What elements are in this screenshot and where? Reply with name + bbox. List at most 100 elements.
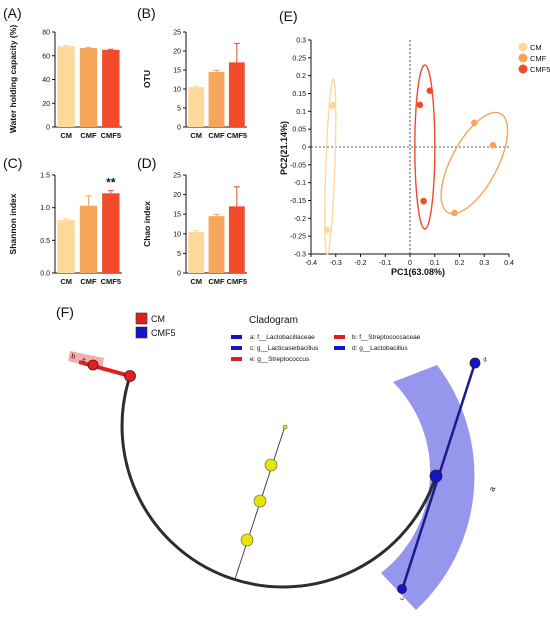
taxa-label-c: c: g__Lacticaseibacillus (250, 345, 319, 352)
panel-label-d: (D) (137, 155, 156, 171)
bar-cmf (208, 71, 225, 127)
y-tick-label: 0 (302, 145, 306, 152)
y-tick-label: 20 (173, 192, 181, 199)
taxa-swatch-a (231, 335, 242, 339)
bar-cmf (208, 216, 225, 273)
y-tick-label: 0 (177, 125, 181, 132)
point-cm (329, 101, 337, 109)
point-cmf (471, 119, 478, 127)
x-tick-label: 0.1 (430, 260, 440, 267)
y-tick-label: 1.5 (40, 173, 50, 180)
taxa-swatch-e (231, 357, 242, 361)
y-tick-label: 40 (42, 77, 50, 84)
x-tick-label: CM (190, 131, 202, 140)
bar-chart-otu: 0 5 10 15 20 25 OTU CM CMF CMF5 (142, 30, 247, 141)
legend-marker-cm (518, 42, 528, 52)
panel-label-a: (A) (3, 5, 22, 21)
panel-label-b: (B) (137, 5, 156, 21)
legend-marker-cmf (518, 53, 528, 63)
bar-chart-chao: 0 5 10 15 20 25 Chao index CM CMF CMF5 (142, 173, 247, 287)
legend-swatch-cmf5 (135, 326, 148, 339)
y-axis-label: Chao index (142, 201, 152, 247)
sector-letter-d: d (483, 357, 488, 364)
x-tick-label: -0.1 (379, 260, 391, 267)
bar-cmf5 (228, 206, 245, 273)
point-cmf (451, 209, 458, 217)
point-cmf5 (420, 197, 427, 205)
y-tick-label: 1.0 (40, 205, 50, 212)
legend-label-cm: CM (530, 43, 542, 52)
x-tick-label: CM (60, 277, 72, 286)
node-yellow-1 (264, 458, 278, 472)
y-tick-label: 15 (173, 68, 181, 75)
sector-letter-b: b (71, 353, 76, 361)
point-cm (323, 226, 331, 234)
x-tick-label: CMF5 (227, 131, 247, 140)
y-tick-label: 60 (42, 53, 50, 60)
bar-cmf5 (102, 49, 120, 127)
sector-letter-c: c (400, 597, 406, 601)
legend-label-cmf5: CMF5 (530, 65, 550, 74)
node-streptococcus (87, 359, 99, 371)
bar-cmf5 (102, 193, 120, 273)
taxa-swatch-c (231, 346, 242, 350)
y-tick-label: 0.1 (296, 109, 306, 116)
y-tick-label: 0.15 (292, 91, 306, 98)
y-tick-label: 5 (177, 106, 181, 113)
bar-chart-shannon: 0.0 0.5 1.0 1.5 Shannon index CM CMF CMF5 ** (8, 173, 122, 286)
confidence-ellipse-cmf5 (414, 64, 436, 230)
bar-chart-water-holding: 0 20 40 60 80 Water holding capacity (%) CM CMF… (8, 25, 122, 140)
node-lactobacillus (469, 357, 481, 369)
y-axis-label: PC2(21.14%) (279, 121, 289, 175)
legend-label-cmf: CMF (530, 54, 547, 63)
point-cmf5 (426, 87, 434, 94)
y-tick-label: 20 (42, 101, 50, 108)
x-tick-label: -0.3 (330, 260, 342, 267)
x-tick-label: 0.3 (479, 260, 489, 267)
panel-label-e: (E) (279, 8, 298, 24)
x-tick-label: -0.4 (305, 260, 317, 267)
legend-swatch-cm (135, 312, 148, 325)
x-tick-label: 0.2 (455, 260, 465, 267)
node-yellow-3 (240, 533, 254, 547)
y-tick-label: 25 (173, 173, 181, 180)
confidence-ellipse-cmf (440, 111, 509, 215)
bar-cmf (79, 205, 98, 273)
y-tick-label: -0.2 (294, 216, 306, 223)
cmf5-clade-sector (381, 365, 475, 610)
y-tick-label: -0.1 (294, 180, 306, 187)
y-tick-label: 0.2 (296, 73, 306, 80)
panel-label-f: (F) (56, 304, 74, 320)
bar-cm (188, 231, 205, 273)
x-tick-label: -0.2 (354, 260, 366, 267)
node-yellow-2 (253, 494, 267, 508)
x-tick-label: CMF5 (101, 131, 121, 140)
y-tick-label: 20 (173, 49, 181, 56)
legend-label-cmf5: CMF5 (151, 328, 176, 338)
point-cmf (489, 141, 497, 149)
y-tick-label: 0.0 (40, 271, 50, 278)
bar-cmf (79, 48, 98, 127)
bar-cm (57, 46, 75, 127)
node-root (282, 424, 288, 430)
x-tick-label: CMF (80, 131, 97, 140)
cladogram-title: Cladogram (249, 315, 298, 326)
y-tick-label: -0.25 (290, 234, 306, 241)
x-tick-label: 0.4 (504, 260, 514, 267)
x-tick-label: CM (60, 131, 72, 140)
sector-letter-e: e (82, 357, 87, 364)
node-lacticaseibacillus (397, 584, 407, 594)
y-tick-label: -0.3 (294, 252, 306, 259)
cladogram-backbone-arc (120, 375, 438, 589)
y-axis-label: Shannon index (8, 193, 18, 254)
sector-letter-a: a (487, 485, 497, 493)
x-tick-label: CMF5 (101, 277, 121, 286)
taxa-label-b: b: f__Streptococcaceae (352, 334, 421, 341)
bar-cm (188, 87, 205, 127)
legend-label-cm: CM (151, 314, 165, 324)
legend-marker-cmf5 (518, 64, 528, 74)
x-tick-label: CMF (208, 131, 225, 140)
y-tick-label: 0.25 (292, 55, 306, 62)
y-axis-label: OTU (142, 70, 152, 88)
